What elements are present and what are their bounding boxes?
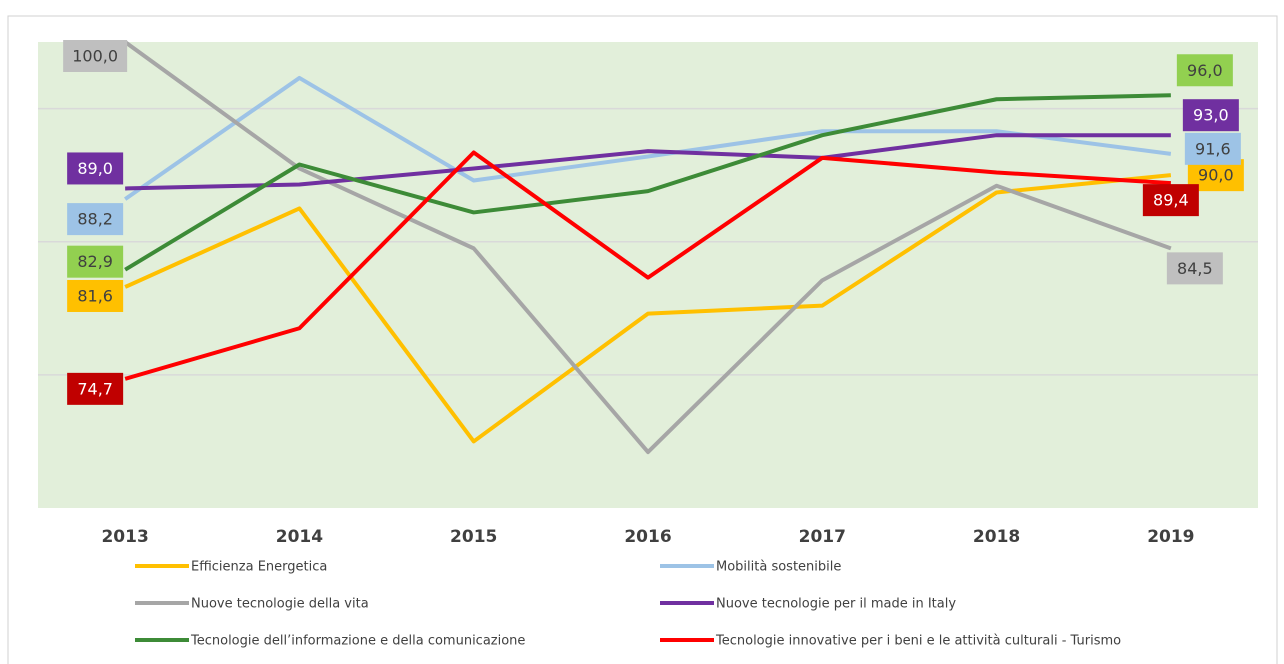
series-line (124, 93, 1171, 272)
series-line (124, 150, 1171, 381)
x-tick-label: 2018 (973, 527, 1020, 547)
data-label: 74,7 (77, 379, 113, 398)
x-tick-label: 2015 (450, 527, 497, 547)
data-label-box (1142, 184, 1199, 217)
data-label: 90,0 (1198, 166, 1234, 185)
x-tick-label: 2013 (101, 527, 148, 547)
x-tick-label: 2017 (799, 527, 846, 547)
data-label: 81,6 (77, 286, 113, 305)
data-label-box (67, 245, 124, 278)
series-line (124, 75, 1172, 201)
data-label-box (1166, 252, 1223, 285)
data-label: 89,0 (77, 159, 113, 178)
data-label: 96,0 (1187, 61, 1223, 80)
series-line (123, 40, 1172, 455)
data-label-box (63, 40, 128, 72)
legend-label: Efficienza Energetica (191, 560, 327, 575)
data-label-box (67, 203, 124, 236)
data-label: 82,9 (77, 252, 113, 271)
legend-label: Nuove tecnologie della vita (191, 597, 369, 612)
data-label: 100,0 (72, 47, 118, 66)
data-label: 89,4 (1153, 191, 1189, 210)
data-label-box (1182, 99, 1239, 132)
data-label: 93,0 (1193, 106, 1229, 125)
data-label: 91,6 (1195, 139, 1231, 158)
data-label-box (67, 372, 124, 405)
x-tick-label: 2019 (1147, 527, 1194, 547)
x-tick-label: 2016 (624, 527, 671, 547)
legend-label: Tecnologie dell’informazione e della com… (190, 634, 525, 649)
series-line (124, 173, 1172, 444)
data-label-box (67, 152, 124, 185)
data-label-box (67, 279, 124, 312)
legend-label: Nuove tecnologie per il made in Italy (716, 597, 956, 612)
data-label: 84,5 (1177, 259, 1213, 278)
data-label-box (1176, 54, 1233, 87)
data-label-box (1184, 132, 1241, 165)
legend-label: Tecnologie innovative per i beni e le at… (715, 634, 1121, 649)
legend-label: Mobilità sostenibile (716, 560, 841, 575)
series-line (125, 133, 1171, 191)
data-label: 88,2 (77, 210, 113, 229)
x-tick-label: 2014 (276, 527, 323, 547)
